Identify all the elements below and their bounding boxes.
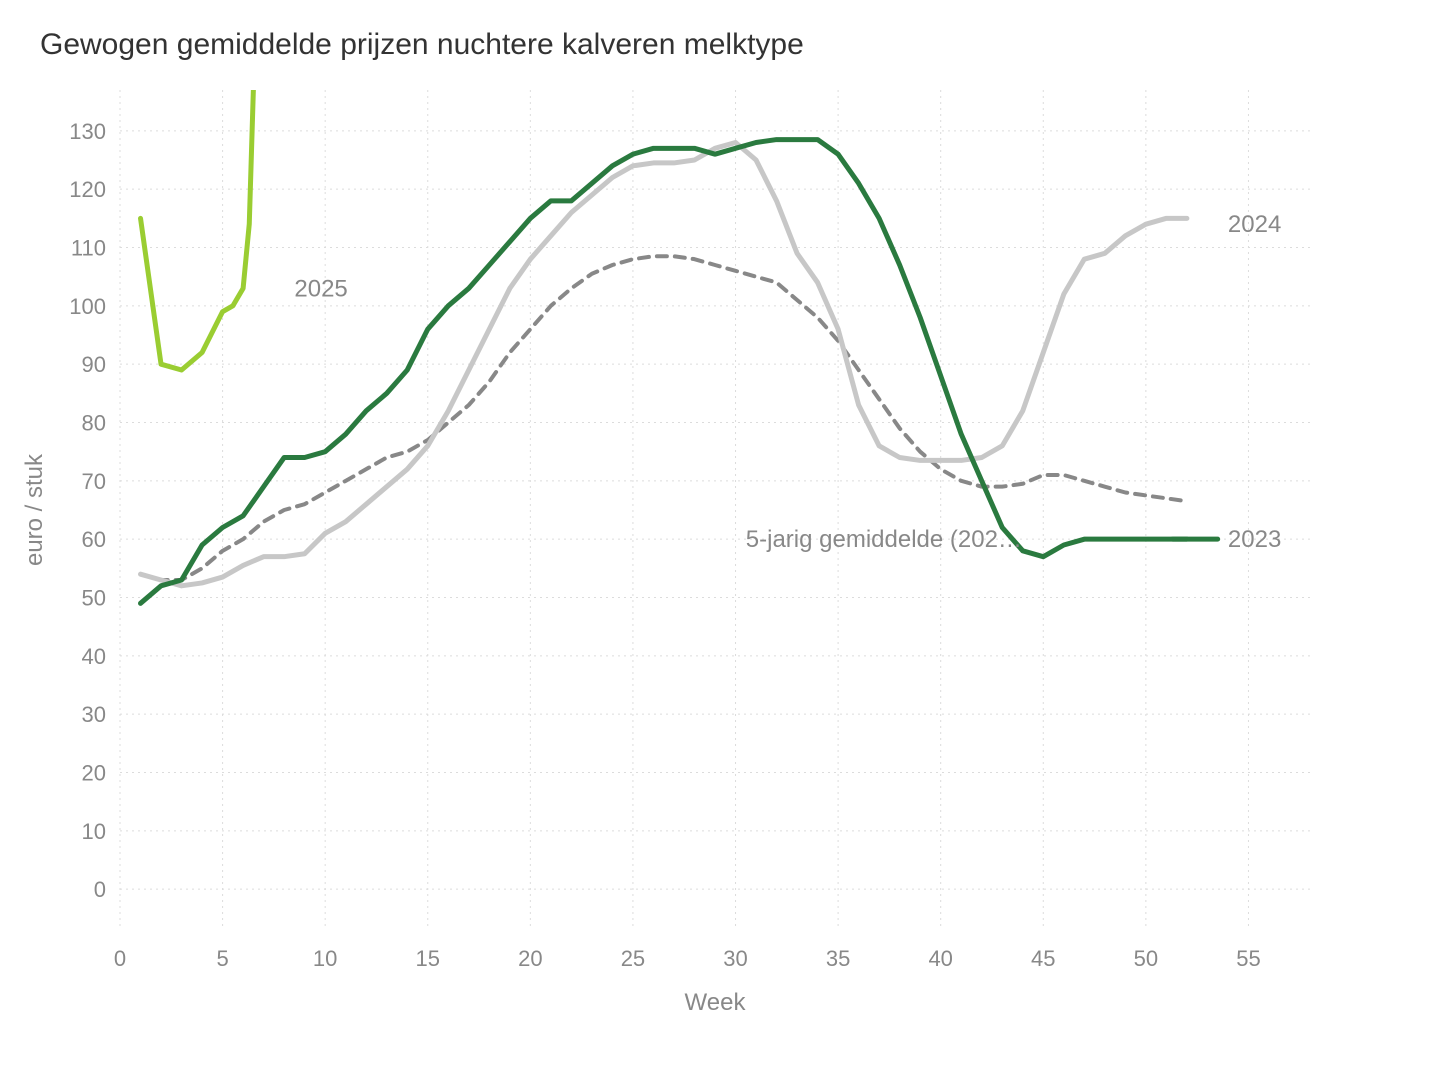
svg-text:25: 25 [621,946,645,971]
svg-text:40: 40 [928,946,952,971]
svg-text:15: 15 [416,946,440,971]
x-tick-labels: 0 5 10 15 20 25 30 35 40 45 50 55 [114,946,1261,971]
y-tick-labels: 0 10 20 30 40 50 60 70 80 90 100 110 120 130 [69,119,106,902]
series-label-2024: 2024 [1228,211,1281,238]
svg-text:50: 50 [82,586,106,611]
svg-text:50: 50 [1134,946,1158,971]
svg-text:30: 30 [723,946,747,971]
svg-text:40: 40 [82,644,106,669]
y-axis-label: euro / stuk [21,453,48,566]
x-axis-label: Week [685,989,747,1016]
series-labels: 2025 2023 2024 5-jarig gemiddelde (202… [294,211,1281,553]
svg-text:120: 120 [69,177,106,202]
svg-text:110: 110 [71,236,106,261]
gridlines [120,90,1310,930]
svg-text:10: 10 [313,946,337,971]
svg-text:60: 60 [82,527,106,552]
line-chart: 0510152025303540455055010203040506070809… [0,0,1456,1088]
svg-text:0: 0 [114,946,126,971]
svg-text:45: 45 [1031,946,1055,971]
series-group [141,90,1187,603]
series-avg5 [141,256,1187,580]
svg-text:20: 20 [518,946,542,971]
svg-text:0: 0 [94,877,106,902]
series-label-2025: 2025 [294,275,347,302]
series-label-2023: 2023 [1228,526,1281,553]
svg-text:55: 55 [1236,946,1260,971]
series-label-avg5: 5-jarig gemiddelde (202… [746,526,1022,553]
svg-text:100: 100 [69,294,106,319]
series-2023 [141,140,1187,604]
svg-text:130: 130 [69,119,106,144]
chart-container: Gewogen gemiddelde prijzen nuchtere kalv… [0,0,1456,1088]
svg-text:5: 5 [216,946,228,971]
svg-text:80: 80 [82,411,106,436]
series-2025 [141,90,254,370]
svg-text:10: 10 [82,819,106,844]
svg-text:20: 20 [82,761,106,786]
series-2024 [141,143,1187,586]
svg-text:70: 70 [82,469,106,494]
svg-text:30: 30 [82,702,106,727]
svg-text:35: 35 [826,946,850,971]
svg-text:90: 90 [82,352,106,377]
